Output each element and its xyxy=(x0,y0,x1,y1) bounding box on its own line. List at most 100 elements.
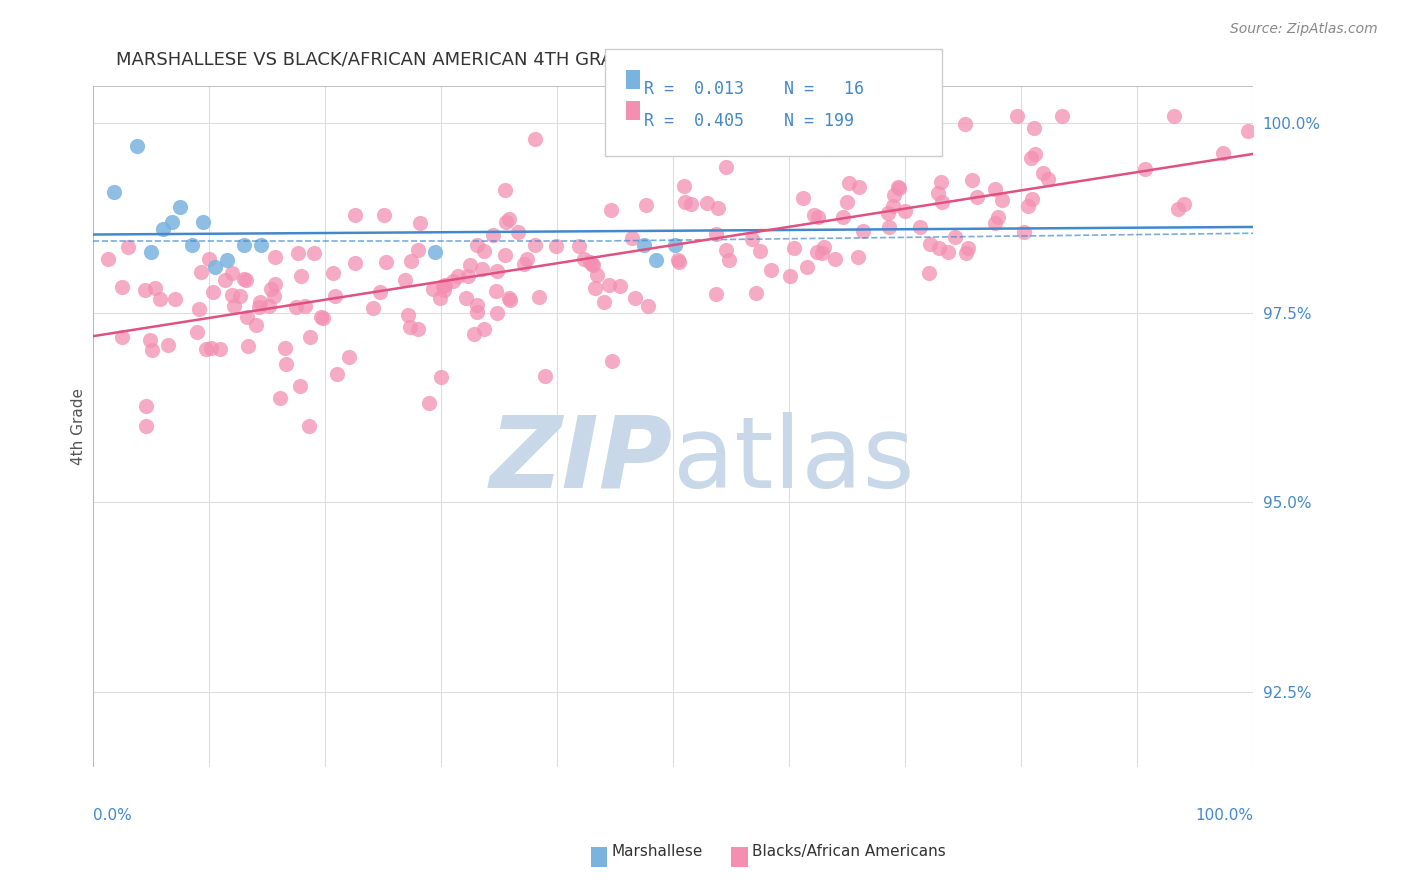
Point xyxy=(200,341,222,355)
Point xyxy=(848,179,870,194)
Point xyxy=(956,241,979,255)
Point xyxy=(406,322,429,336)
Point xyxy=(160,215,183,229)
Point xyxy=(344,208,367,222)
Point xyxy=(482,227,505,242)
Point xyxy=(931,195,953,210)
Point xyxy=(1024,146,1046,161)
Point xyxy=(188,302,211,317)
Point xyxy=(233,237,256,252)
Point xyxy=(592,295,614,310)
Point xyxy=(434,277,457,292)
Point xyxy=(664,237,686,252)
Point xyxy=(111,330,134,344)
Text: 0.0%: 0.0% xyxy=(93,808,132,823)
Point xyxy=(302,246,325,260)
Point xyxy=(375,255,398,269)
Point xyxy=(198,252,221,266)
Point xyxy=(471,262,494,277)
Point xyxy=(749,244,772,258)
Point xyxy=(815,142,838,156)
Point xyxy=(711,109,734,123)
Point xyxy=(447,269,470,284)
Point xyxy=(792,191,814,205)
Point xyxy=(811,246,834,260)
Point xyxy=(494,248,516,262)
Point xyxy=(117,240,139,254)
Point xyxy=(169,200,191,214)
Point xyxy=(524,131,547,145)
Point xyxy=(633,237,655,252)
Point xyxy=(260,282,283,296)
Point xyxy=(717,252,740,267)
Point xyxy=(499,293,522,307)
Point xyxy=(955,246,977,260)
Point xyxy=(918,266,941,280)
Point xyxy=(987,210,1010,224)
Point xyxy=(779,268,801,283)
Point xyxy=(399,253,422,268)
Point xyxy=(894,203,917,218)
Point xyxy=(846,250,869,264)
Text: R =  0.405    N = 199: R = 0.405 N = 199 xyxy=(644,112,853,129)
Point xyxy=(852,224,875,238)
Point xyxy=(741,231,763,245)
Point xyxy=(838,176,860,190)
Point xyxy=(966,190,988,204)
Text: ZIP: ZIP xyxy=(491,412,673,509)
Point xyxy=(186,325,208,339)
Point xyxy=(714,161,737,175)
Text: atlas: atlas xyxy=(673,412,915,509)
Point xyxy=(1032,165,1054,179)
Point xyxy=(485,264,508,278)
Point xyxy=(432,279,454,293)
Point xyxy=(214,273,236,287)
Point xyxy=(149,292,172,306)
Point xyxy=(229,289,252,303)
Point xyxy=(953,117,976,131)
Point xyxy=(247,300,270,314)
Point xyxy=(201,285,224,299)
Point xyxy=(288,379,311,393)
Point xyxy=(1005,109,1028,123)
Point xyxy=(534,369,557,384)
Point xyxy=(215,252,238,267)
Point xyxy=(368,285,391,300)
Point xyxy=(208,343,231,357)
Point xyxy=(1019,151,1042,165)
Point xyxy=(636,198,658,212)
Point xyxy=(883,187,905,202)
Point xyxy=(309,310,332,325)
Point xyxy=(806,244,828,259)
Point xyxy=(1173,196,1195,211)
Point xyxy=(263,277,285,291)
Point xyxy=(285,300,308,314)
Point xyxy=(928,241,950,255)
Point xyxy=(250,237,273,252)
Point xyxy=(745,285,768,300)
Point xyxy=(127,139,149,153)
Point xyxy=(666,252,689,267)
Point xyxy=(222,299,245,313)
Point xyxy=(422,282,444,296)
Point xyxy=(681,197,703,211)
Point xyxy=(1017,199,1039,213)
Point xyxy=(882,198,904,212)
Point xyxy=(245,318,267,332)
Point xyxy=(546,239,568,253)
Point xyxy=(696,195,718,210)
Point xyxy=(156,337,179,351)
Point xyxy=(609,279,631,293)
Point xyxy=(287,245,309,260)
Point xyxy=(583,281,606,295)
Point xyxy=(495,215,517,229)
Point xyxy=(472,322,495,336)
Point xyxy=(236,310,259,325)
Point xyxy=(221,266,243,280)
Point xyxy=(249,294,271,309)
Point xyxy=(574,252,596,266)
Point xyxy=(233,271,256,285)
Point xyxy=(135,399,157,413)
Point xyxy=(498,212,520,227)
Text: MARSHALLESE VS BLACK/AFRICAN AMERICAN 4TH GRADE CORRELATION CHART: MARSHALLESE VS BLACK/AFRICAN AMERICAN 4T… xyxy=(117,51,839,69)
